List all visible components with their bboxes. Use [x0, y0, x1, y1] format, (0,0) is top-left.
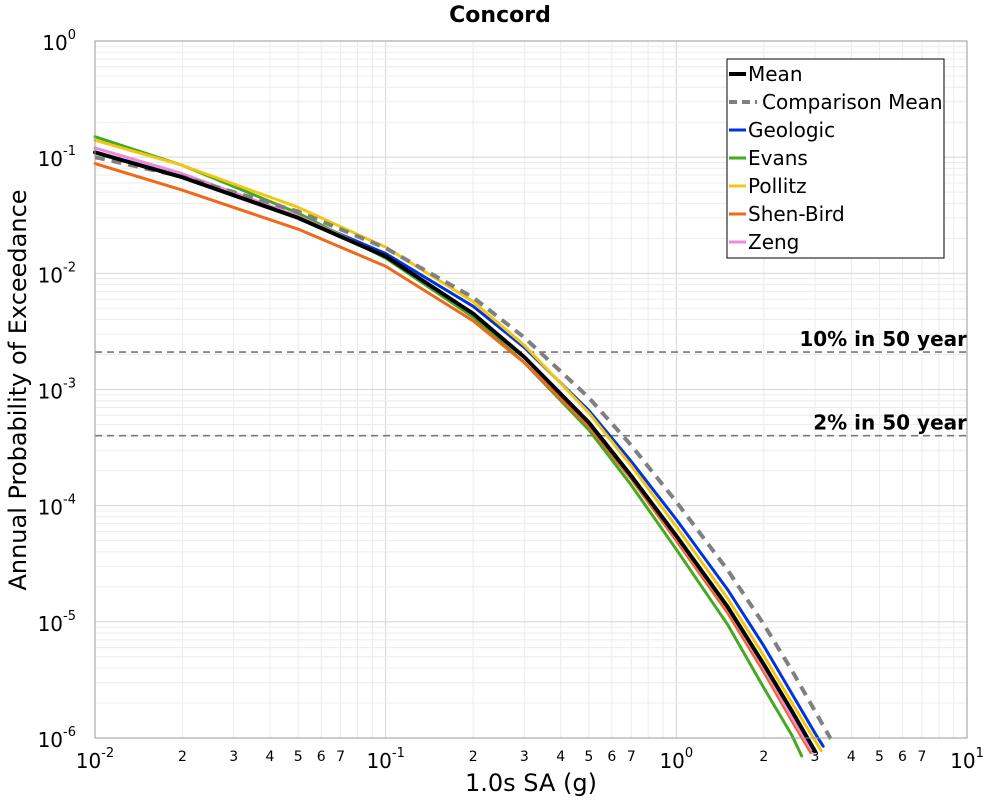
series-line-evans [93, 135, 804, 758]
reference-line-label: 2% in 50 year [813, 411, 967, 435]
x-minor-tick-label: 5 [584, 749, 593, 765]
x-minor-tick-label: 6 [898, 749, 907, 765]
y-tick-label: 10-2 [38, 260, 76, 287]
legend-label: Zeng [748, 230, 799, 254]
x-minor-tick-label: 2 [178, 749, 187, 765]
x-minor-tick-label: 4 [847, 749, 856, 765]
x-tick-label: 100 [659, 746, 693, 773]
x-minor-tick-label: 7 [336, 749, 345, 765]
x-tick-label: 10-2 [76, 746, 114, 773]
chart-title: Concord [449, 3, 551, 28]
x-axis-title: 1.0s SA (g) [465, 769, 597, 797]
y-tick-label: 10-4 [38, 493, 76, 520]
x-tick-label: 101 [950, 746, 984, 773]
x-minor-tick-label: 3 [811, 749, 820, 765]
series-line-shen-bird [93, 162, 813, 755]
legend-label: Mean [748, 62, 803, 86]
x-minor-tick-label: 4 [556, 749, 565, 765]
legend-label: Shen-Bird [748, 202, 845, 226]
x-minor-tick-label: 5 [294, 749, 303, 765]
y-tick-label: 10-6 [38, 725, 76, 752]
reference-lines: 10% in 50 year 2% in 50 year [95, 327, 967, 437]
plot-frame [94, 40, 968, 739]
legend-label: Geologic [748, 118, 835, 142]
series-line-pollitz [93, 138, 823, 753]
legend-box [726, 58, 945, 259]
y-tick-label: 100 [42, 28, 76, 55]
y-axis-ticks: 100 10-1 10-2 10-3 10-4 10-5 10-6 [38, 28, 76, 752]
y-axis-title: Annual Probability of Exceedance [4, 189, 32, 590]
series-line-comparison-mean [94, 155, 833, 741]
x-minor-tick-label: 3 [229, 749, 238, 765]
legend-label: Evans [748, 146, 808, 170]
x-minor-tick-label: 4 [266, 749, 275, 765]
x-minor-tick-label: 6 [317, 749, 326, 765]
reference-line-label: 10% in 50 year [799, 327, 967, 351]
x-minor-tick-label: 3 [520, 749, 529, 765]
x-tick-label: 10-1 [366, 746, 404, 773]
series-lines [93, 135, 833, 758]
series-line-mean [93, 150, 818, 754]
legend-label: Comparison Mean [762, 90, 943, 114]
legend-label: Pollitz [748, 174, 807, 198]
x-minor-tick-label: 7 [918, 749, 927, 765]
y-tick-label: 10-5 [38, 609, 76, 636]
grid [94, 41, 967, 739]
x-minor-tick-label: 2 [759, 749, 768, 765]
x-minor-tick-label: 7 [627, 749, 636, 765]
x-minor-tick-label: 2 [469, 749, 478, 765]
legend: Mean Comparison Mean Geologic Evans Pollitz S… [726, 58, 945, 259]
x-minor-tick-label: 6 [607, 749, 616, 765]
y-tick-label: 10-3 [38, 377, 76, 404]
y-tick-label: 10-1 [38, 144, 76, 171]
x-minor-tick-label: 5 [875, 749, 884, 765]
